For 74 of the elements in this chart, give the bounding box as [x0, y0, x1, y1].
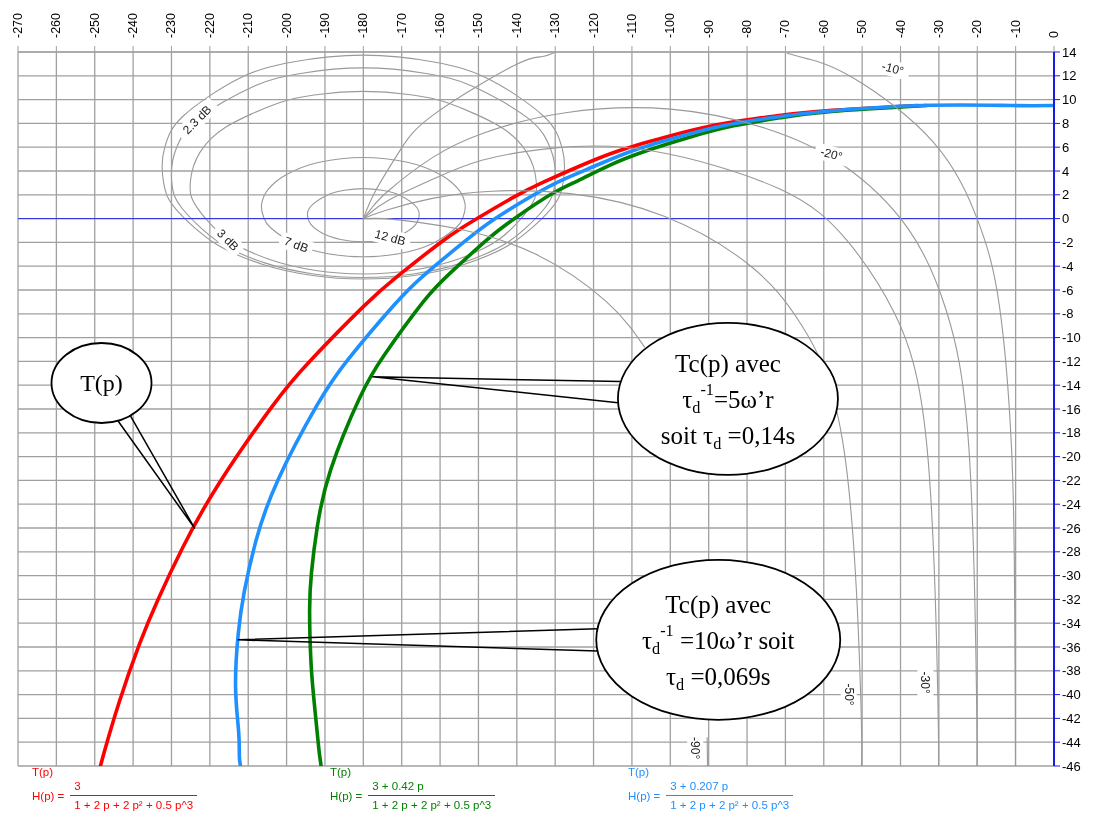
annotation: 2.3 dB: [179, 102, 215, 138]
y-tick-label: 10: [1062, 92, 1077, 108]
y-tick-label: -8: [1062, 306, 1074, 322]
x-tick-label: -30: [931, 19, 946, 38]
y-tick-label: -24: [1062, 496, 1081, 512]
y-tick-label: -34: [1062, 615, 1081, 631]
annotation: -90°: [688, 737, 703, 760]
annotation: -20°: [818, 144, 845, 165]
x-tick-label: -140: [509, 12, 524, 38]
x-tick-label: -250: [87, 12, 102, 38]
x-tick-label: -20: [970, 19, 985, 38]
annotation: 7 dB: [282, 233, 311, 256]
y-tick-label: -26: [1062, 520, 1081, 536]
x-tick-label: -90: [701, 19, 716, 38]
y-tick-label: -14: [1062, 377, 1081, 393]
x-tick-label: -260: [49, 12, 64, 38]
x-tick-label: -150: [471, 12, 486, 38]
x-tick-label: -200: [279, 12, 294, 38]
x-tick-label: -240: [126, 12, 141, 38]
x-tick-label: -270: [11, 12, 25, 38]
annotation: Tc(p) avec τ$_{d}$$^{-1}$=5ω’r soit τ$_{d}$ =0,14s: [660, 349, 796, 454]
y-tick-label: -2: [1062, 235, 1074, 251]
y-tick-label: -28: [1062, 544, 1081, 560]
x-tick-label: -190: [317, 12, 332, 38]
x-tick-label: -230: [164, 12, 179, 38]
x-tick-label: 0: [1047, 31, 1061, 38]
annotation: -50°: [841, 683, 856, 706]
x-tick-label: -80: [740, 19, 755, 38]
series-label: T(p) H(p) = 3 + 0.42 p 1 + 2 p + 2 p² + 0.5 p^3: [330, 766, 493, 811]
y-tick-label: -44: [1062, 734, 1081, 750]
x-tick-label: -170: [394, 12, 409, 38]
x-tick-label: -180: [356, 12, 371, 38]
annotation: -10°: [880, 59, 906, 79]
x-tick-label: -10: [1008, 19, 1023, 38]
y-tick-label: 6: [1062, 139, 1070, 155]
y-tick-label: -40: [1062, 687, 1081, 703]
x-tick-label: -60: [816, 19, 831, 38]
x-tick-label: -220: [202, 12, 217, 38]
y-tick-label: -36: [1062, 639, 1081, 655]
y-tick-label: -32: [1062, 592, 1081, 608]
annotation: -30°: [918, 671, 933, 694]
x-tick-label: -50: [855, 19, 870, 38]
y-tick-label: -6: [1062, 282, 1074, 298]
y-tick-label: -16: [1062, 401, 1081, 417]
y-tick-label: 0: [1062, 211, 1070, 227]
x-tick-label: -130: [548, 12, 563, 38]
annotation: 12 dB: [373, 226, 408, 249]
y-tick-label: -20: [1062, 449, 1081, 465]
annotation: T(p): [80, 370, 123, 396]
y-tick-label: 4: [1062, 163, 1070, 179]
y-tick-label: -38: [1062, 663, 1081, 679]
x-tick-label: -110: [624, 13, 639, 38]
y-tick-label: -46: [1062, 758, 1081, 774]
x-tick-label: -70: [778, 19, 793, 38]
y-tick-label: 8: [1062, 116, 1070, 132]
x-tick-label: -120: [586, 12, 601, 38]
x-tick-label: -100: [663, 12, 678, 38]
text: T(p) H(p) = 3 1 + 2 p + 2 p² + 0.5 p^3: [32, 766, 195, 811]
y-tick-label: -4: [1062, 258, 1074, 274]
y-tick-label: -22: [1062, 473, 1081, 489]
y-tick-label: -10: [1062, 330, 1081, 346]
y-tick-label: -18: [1062, 425, 1081, 441]
annotation: 3 dB: [214, 226, 242, 254]
y-tick-label: -12: [1062, 354, 1081, 370]
y-tick-label: 12: [1062, 68, 1077, 84]
annotation: Tc(p) avec τ$_{d}$$^{-1}$ =10ω’r soit τ$_{d}$ =0,069s: [641, 590, 795, 695]
x-tick-label: -210: [241, 12, 256, 38]
y-tick-label: -30: [1062, 568, 1081, 584]
text: T(p) H(p) = 3 + 0.207 p 1 + 2 p + 2 p² + 0.5 p^3: [628, 766, 791, 811]
x-tick-label: -160: [433, 12, 448, 38]
y-tick-label: 14: [1062, 44, 1077, 60]
x-tick-label: -40: [893, 19, 908, 38]
y-tick-label: -42: [1062, 711, 1081, 727]
y-tick-label: 2: [1062, 187, 1070, 203]
